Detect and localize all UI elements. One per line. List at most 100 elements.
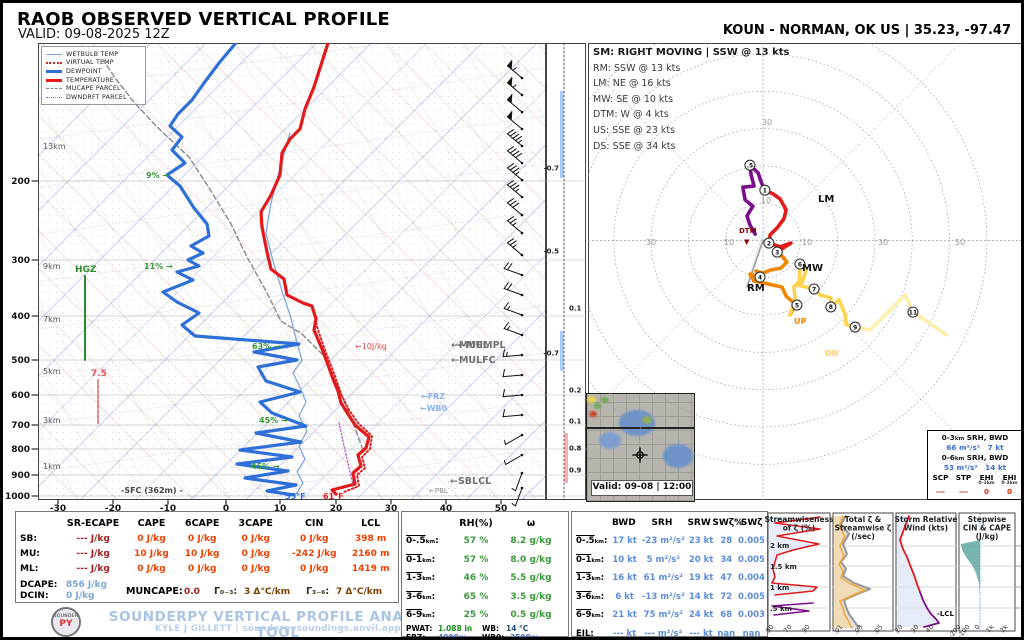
storm-motion-line: LM: NE @ 16 kts <box>593 78 671 90</box>
storm-motion-line: RM: SSW @ 13 kts <box>593 62 681 74</box>
legend-label: WETBULB TEMP <box>66 50 119 58</box>
svg-text:1k: 1k <box>984 623 995 634</box>
col-header: BWD <box>611 518 636 528</box>
value-cell: 75 m²/s² <box>643 610 683 620</box>
wb0-label: WB0: <box>482 633 505 640</box>
value-cell: 0.005 <box>738 536 765 546</box>
table-row: ML: --- J/kg 0 J/kg 0 J/kg 0 J/kg 0 J/kg 1419 … <box>20 564 396 574</box>
frz-label: FRZ: <box>406 633 426 640</box>
pwat-label: PWAT: <box>406 624 433 633</box>
value-cell: nan <box>742 628 761 639</box>
svg-text:Streamwiseness: Streamwiseness <box>764 515 834 524</box>
value-cell: --- kt <box>689 628 713 639</box>
legend-label: DWNDRFT PARCEL <box>66 93 127 101</box>
radar-echo <box>589 411 597 417</box>
col-header: 6CAPE <box>184 518 220 529</box>
legend-item: MUCAPE PARCEL <box>46 84 140 93</box>
skewt-legend: WETBULB TEMP VIRTUAL TEMP DEWPOINT TEMPERAT… <box>41 46 146 105</box>
value-cell: 10 kt <box>612 554 637 565</box>
logo-main-text: PY <box>59 619 73 629</box>
legend-item: TEMPERATURE <box>46 76 140 85</box>
row-label: ML: <box>20 564 39 574</box>
rh-value: 57 % <box>463 554 489 565</box>
value-cell: 0.005 <box>738 591 765 602</box>
col-header: SR-ECAPE <box>66 518 120 529</box>
parcel-table: SR-ECAPE CAPE 6CAPE 3CAPE CIN LCL SB: --- J/kg 0… <box>15 511 399 603</box>
omega-panel <box>546 43 586 500</box>
omega-value: 3.5 g/kg <box>510 591 552 602</box>
footer-credit: KYLE J GILLETT | sounderpysoundings.anvi… <box>154 624 402 634</box>
table-row: EIL: --- kt --- m²/s² --- kt nan nan <box>576 628 765 639</box>
col-header: LCL <box>361 518 381 529</box>
frz-value: 4000m <box>438 633 467 640</box>
svg-text:40: 40 <box>924 623 935 634</box>
svg-text:of ζ (%): of ζ (%) <box>783 524 815 533</box>
dcin-value: 0 J/kg <box>66 591 95 601</box>
value-cell: nan <box>717 628 736 639</box>
table-row: 6-9km: 21 kt 75 m²/s² 24 kt 68 0.003 <box>576 610 765 620</box>
svg-text:Total ζ &: Total ζ & <box>845 515 882 524</box>
value-cell: 20 kt <box>688 554 714 565</box>
svg-text:500: 500 <box>11 356 30 366</box>
table-row: 0-.5km: 17 kt -23 m²/s² 23 kt 28 0.005 <box>576 536 765 546</box>
radar-echo <box>642 416 652 424</box>
value-cell: 0.005 <box>738 554 765 565</box>
muncape-label: MUNCAPE: <box>126 586 183 597</box>
table-row: SR-ECAPE CAPE 6CAPE 3CAPE CIN LCL <box>20 518 396 529</box>
legend-swatch <box>46 78 62 82</box>
table-row: 0-1km: 57 % 8.0 g/kg <box>406 555 566 565</box>
stats-values: --- --- 0 0 <box>935 486 1013 496</box>
value-cell: --- J/kg <box>76 564 110 574</box>
legend-label: DEWPOINT <box>66 67 102 75</box>
legend-item: VIRTUAL TEMP <box>46 59 140 68</box>
storm-motion-list: SM: RIGHT MOVING | SSW @ 13 kts RM: SSW @… <box>593 45 790 154</box>
omega-value: 0.5 g/kg <box>510 610 552 620</box>
value-cell: 0.004 <box>738 573 765 583</box>
svg-text:0: 0 <box>973 623 982 631</box>
legend-item: WETBULB TEMP <box>46 50 140 59</box>
radar-echo <box>601 397 609 403</box>
value-cell: -242 J/kg <box>291 549 337 559</box>
wb0-value: 3500m <box>510 633 539 640</box>
wb-value: 14 °C <box>506 624 529 633</box>
rh-value: 65 % <box>463 591 489 602</box>
svg-text:900: 900 <box>11 471 30 481</box>
value-cell: 19 kt <box>688 573 714 583</box>
svg-text:Storm Relative: Storm Relative <box>895 515 958 524</box>
value-cell: 0 J/kg <box>187 564 217 574</box>
svg-text:200: 200 <box>11 177 30 187</box>
value-cell: 34 <box>720 554 733 565</box>
page-title: RAOB OBSERVED VERTICAL PROFILE <box>17 9 390 30</box>
storm-motion-line: MW: SE @ 10 kts <box>593 93 674 105</box>
rh-value: 57 % <box>463 536 489 546</box>
svg-text:1000: 1000 <box>5 492 30 502</box>
legend-item: DWNDRFT PARCEL <box>46 93 140 102</box>
stats-line: 0-3km SRH, BWD <box>941 433 1009 442</box>
value-cell: 0 J/kg <box>137 534 166 544</box>
state-border-line <box>587 427 694 429</box>
col-header: 3CAPE <box>238 518 273 529</box>
svg-text:300: 300 <box>11 256 30 266</box>
table-row: 6-9km: 25 % 0.5 g/kg <box>406 610 566 620</box>
svg-text:(J/kg): (J/kg) <box>976 532 999 541</box>
row-label: 1-3km: <box>406 573 436 583</box>
value-cell: --- J/kg <box>76 549 110 559</box>
table-row: 0-1km: 10 kt 5 m²/s² 20 kt 34 0.005 <box>576 555 765 565</box>
pwat-value: 1.088 in <box>438 624 473 633</box>
value-cell: 0 J/kg <box>187 534 217 544</box>
sounderpy-logo: SOUNDER PY <box>51 607 81 637</box>
omega-value: 8.0 g/kg <box>510 554 552 565</box>
svg-text:Stepwise: Stepwise <box>968 515 1007 524</box>
svg-text:.03: .03 <box>852 623 865 636</box>
moisture-table: RH(%) ω 0-.5km: 57 % 8.2 g/kg 0-1km: 57 % 8.0 g… <box>401 511 569 637</box>
svg-text:CIN & CAPE: CIN & CAPE <box>963 524 1011 533</box>
col-header: ω <box>526 518 536 529</box>
value-cell: 23 kt <box>688 536 714 546</box>
table-row: DCIN: 0 J/kg <box>20 591 396 601</box>
gamma03-value: 3 Δ°C/km <box>244 586 291 597</box>
value-cell: 6 kt <box>615 591 634 602</box>
table-row: 1-3km: 46 % 5.5 g/kg <box>406 573 566 583</box>
legend-swatch <box>46 69 62 73</box>
legend-item: DEWPOINT <box>46 67 140 76</box>
